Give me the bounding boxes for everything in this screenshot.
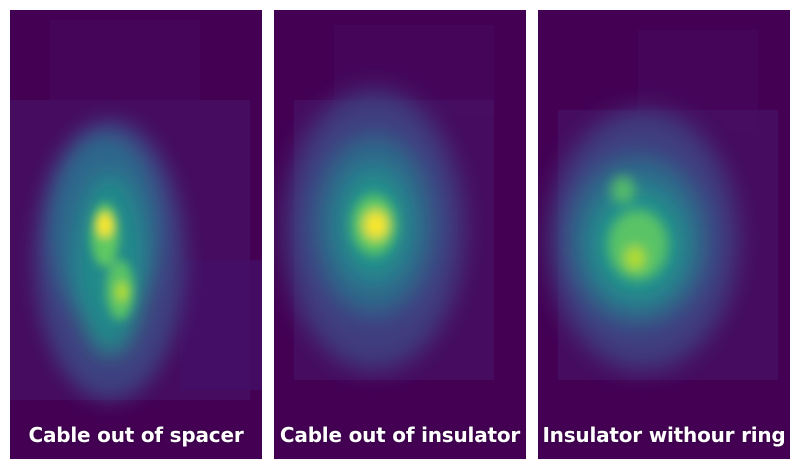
panel-caption: Insulator withour ring [542, 423, 786, 447]
heatmap-panel-cable-out-of-insulator: Cable out of insulator [274, 10, 526, 459]
heatmap-image [10, 10, 262, 459]
heatmap-panel-cable-out-of-spacer: Cable out of spacer [10, 10, 262, 459]
panel-caption: Cable out of insulator [279, 423, 521, 447]
heatmap-image [538, 10, 790, 459]
panel-caption: Cable out of spacer [28, 423, 244, 447]
heatmap-image [274, 10, 526, 459]
heatmap-panel-insulator-withour-ring: Insulator withour ring [538, 10, 790, 459]
